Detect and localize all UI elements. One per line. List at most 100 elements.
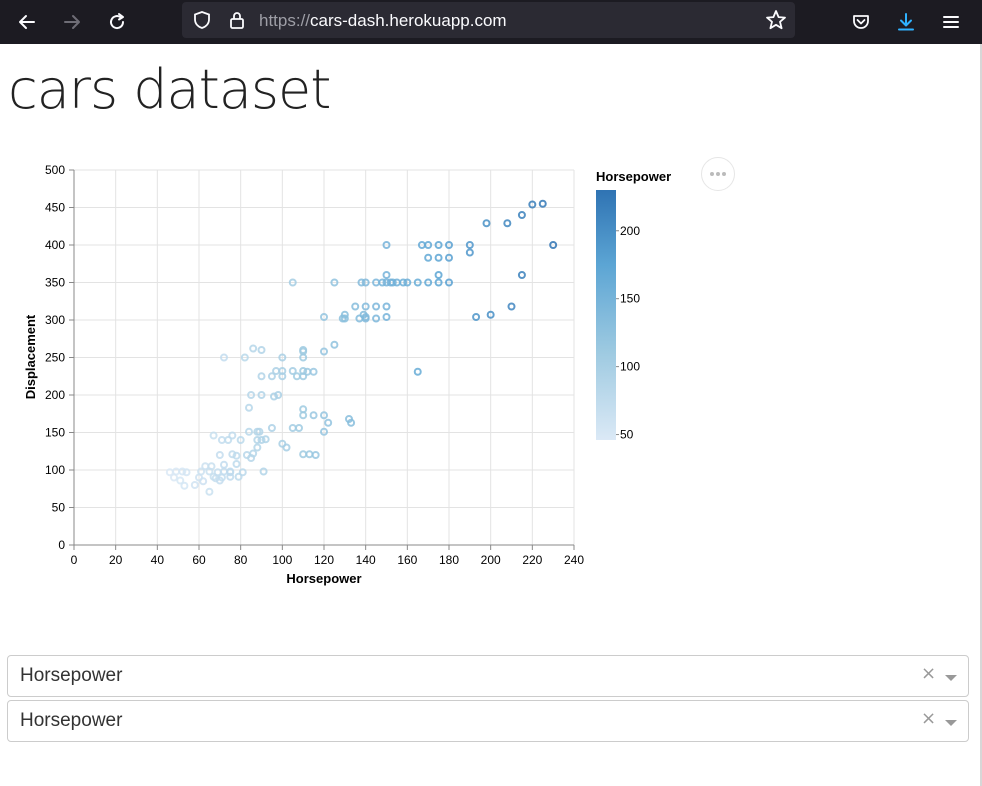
- data-point[interactable]: [309, 367, 318, 376]
- data-point[interactable]: [324, 418, 333, 427]
- data-point[interactable]: [205, 487, 214, 496]
- data-point[interactable]: [272, 367, 281, 375]
- data-point[interactable]: [176, 476, 185, 485]
- data-point[interactable]: [190, 481, 199, 489]
- data-point[interactable]: [320, 347, 328, 356]
- data-point[interactable]: [434, 278, 443, 287]
- url-bar[interactable]: https://cars-dash.herokuapp.com: [182, 2, 795, 38]
- data-point[interactable]: [270, 392, 278, 401]
- data-point[interactable]: [261, 435, 270, 444]
- data-point[interactable]: [180, 481, 189, 490]
- data-point[interactable]: [238, 468, 247, 477]
- data-point[interactable]: [182, 468, 191, 477]
- data-point[interactable]: [413, 367, 422, 376]
- data-point[interactable]: [538, 199, 547, 208]
- data-point[interactable]: [267, 424, 276, 432]
- data-point[interactable]: [288, 278, 297, 287]
- data-point[interactable]: [330, 278, 339, 287]
- data-point[interactable]: [382, 241, 391, 249]
- clear-icon[interactable]: ×: [921, 663, 937, 684]
- data-point[interactable]: [472, 313, 481, 321]
- data-point[interactable]: [247, 391, 256, 399]
- data-point[interactable]: [207, 462, 216, 471]
- data-point[interactable]: [303, 367, 312, 376]
- data-point[interactable]: [320, 427, 328, 436]
- data-point[interactable]: [220, 467, 228, 476]
- data-point[interactable]: [228, 450, 237, 459]
- data-point[interactable]: [209, 431, 218, 440]
- data-point[interactable]: [330, 340, 339, 349]
- data-point[interactable]: [249, 344, 258, 353]
- data-point[interactable]: [320, 411, 328, 420]
- caret-down-icon[interactable]: [945, 720, 957, 726]
- data-point[interactable]: [267, 372, 276, 381]
- data-point[interactable]: [517, 271, 526, 279]
- data-point[interactable]: [232, 460, 241, 468]
- data-point[interactable]: [288, 367, 297, 375]
- data-point[interactable]: [351, 302, 360, 311]
- data-point[interactable]: [434, 253, 443, 262]
- data-point[interactable]: [245, 403, 253, 412]
- data-point[interactable]: [305, 450, 314, 459]
- data-point[interactable]: [445, 241, 453, 249]
- data-point[interactable]: [434, 241, 443, 249]
- lock-icon[interactable]: [222, 5, 252, 35]
- clear-icon[interactable]: ×: [921, 708, 937, 729]
- download-icon[interactable]: [891, 7, 921, 37]
- data-point[interactable]: [255, 427, 264, 436]
- data-point[interactable]: [507, 302, 516, 311]
- data-point[interactable]: [382, 313, 391, 321]
- data-point[interactable]: [424, 253, 433, 262]
- shield-icon[interactable]: [187, 5, 217, 35]
- data-point[interactable]: [295, 424, 303, 432]
- data-point[interactable]: [232, 451, 241, 460]
- data-point[interactable]: [257, 391, 266, 399]
- data-point[interactable]: [486, 310, 495, 319]
- data-point[interactable]: [361, 313, 370, 321]
- data-point[interactable]: [445, 253, 453, 262]
- data-point[interactable]: [347, 418, 356, 427]
- data-point[interactable]: [236, 436, 245, 444]
- data-point[interactable]: [549, 241, 558, 249]
- chart-actions-button[interactable]: [701, 157, 735, 191]
- menu-icon[interactable]: [936, 7, 966, 37]
- data-point[interactable]: [361, 278, 370, 287]
- data-point[interactable]: [465, 241, 474, 249]
- data-point[interactable]: [503, 219, 512, 228]
- data-point[interactable]: [299, 353, 308, 362]
- forward-icon[interactable]: [57, 7, 87, 37]
- data-point[interactable]: [299, 450, 308, 459]
- y-axis-dropdown[interactable]: Horsepower ×: [7, 700, 969, 742]
- data-point[interactable]: [320, 313, 328, 321]
- data-point[interactable]: [424, 241, 433, 249]
- back-icon[interactable]: [12, 7, 42, 37]
- data-point[interactable]: [259, 467, 268, 476]
- reload-icon[interactable]: [102, 7, 132, 37]
- data-point[interactable]: [253, 436, 262, 444]
- data-point[interactable]: [278, 353, 287, 362]
- data-point[interactable]: [292, 372, 301, 381]
- data-point[interactable]: [226, 472, 235, 481]
- data-point[interactable]: [217, 436, 226, 444]
- data-point[interactable]: [413, 278, 422, 287]
- data-point[interactable]: [445, 278, 453, 287]
- data-point[interactable]: [403, 278, 412, 287]
- data-point[interactable]: [274, 391, 283, 399]
- caret-down-icon[interactable]: [945, 675, 957, 681]
- data-point[interactable]: [299, 372, 308, 381]
- data-point[interactable]: [257, 436, 266, 444]
- data-point[interactable]: [224, 436, 233, 444]
- data-point[interactable]: [240, 353, 249, 362]
- data-point[interactable]: [257, 346, 266, 354]
- data-point[interactable]: [517, 211, 526, 219]
- data-point[interactable]: [172, 467, 181, 476]
- data-point[interactable]: [288, 424, 297, 432]
- data-point[interactable]: [220, 353, 228, 362]
- data-point[interactable]: [220, 460, 228, 469]
- data-point[interactable]: [372, 314, 381, 323]
- data-point[interactable]: [399, 278, 408, 287]
- data-point[interactable]: [378, 278, 387, 287]
- data-point[interactable]: [257, 372, 266, 381]
- data-point[interactable]: [311, 451, 320, 459]
- star-icon[interactable]: [761, 5, 791, 35]
